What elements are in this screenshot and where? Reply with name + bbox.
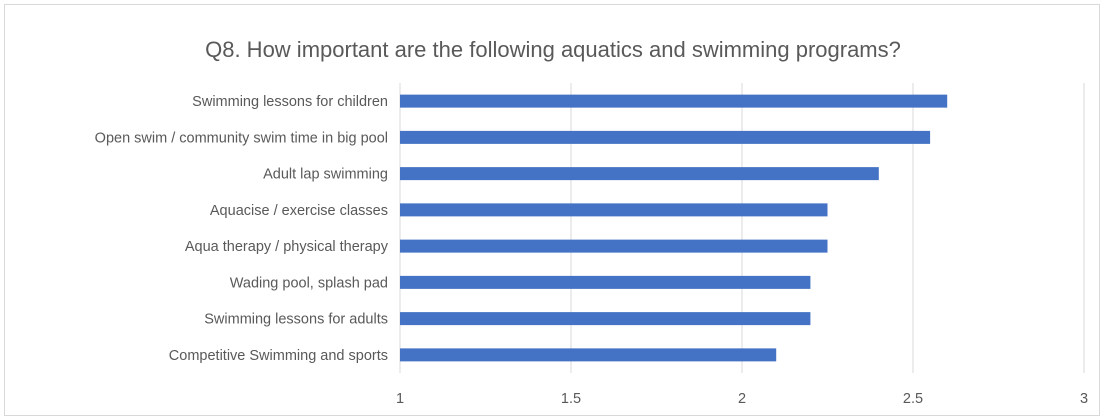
category-label: Swimming lessons for adults [204,312,388,328]
x-tick-label: 2 [738,391,746,407]
category-label: Competitive Swimming and sports [169,348,388,364]
bar [400,167,879,181]
bar [400,203,828,217]
category-label: Swimming lessons for children [192,94,388,110]
chart-title: Q8. How important are the following aqua… [205,37,901,62]
gridlines [399,83,1085,373]
bar [400,348,777,362]
x-tick-label: 1 [396,391,404,407]
x-axis-ticks: 1 1.5 2 2.5 3 [396,391,1088,407]
x-tick-label: 1.5 [561,391,581,407]
bars [400,94,948,362]
category-label: Aqua therapy / physical therapy [185,239,389,255]
bar [400,130,931,144]
x-tick-label: 2.5 [903,391,923,407]
bar [400,275,811,289]
x-tick-label: 3 [1080,391,1088,407]
category-label: Adult lap swimming [263,167,388,183]
category-labels: Swimming lessons for children Open swim /… [95,94,389,364]
category-label: Aquacise / exercise classes [210,203,388,219]
bar [400,94,948,108]
bar [400,239,828,253]
category-label: Open swim / community swim time in big p… [95,130,388,146]
bar [400,312,811,326]
category-label: Wading pool, splash pad [230,275,388,291]
